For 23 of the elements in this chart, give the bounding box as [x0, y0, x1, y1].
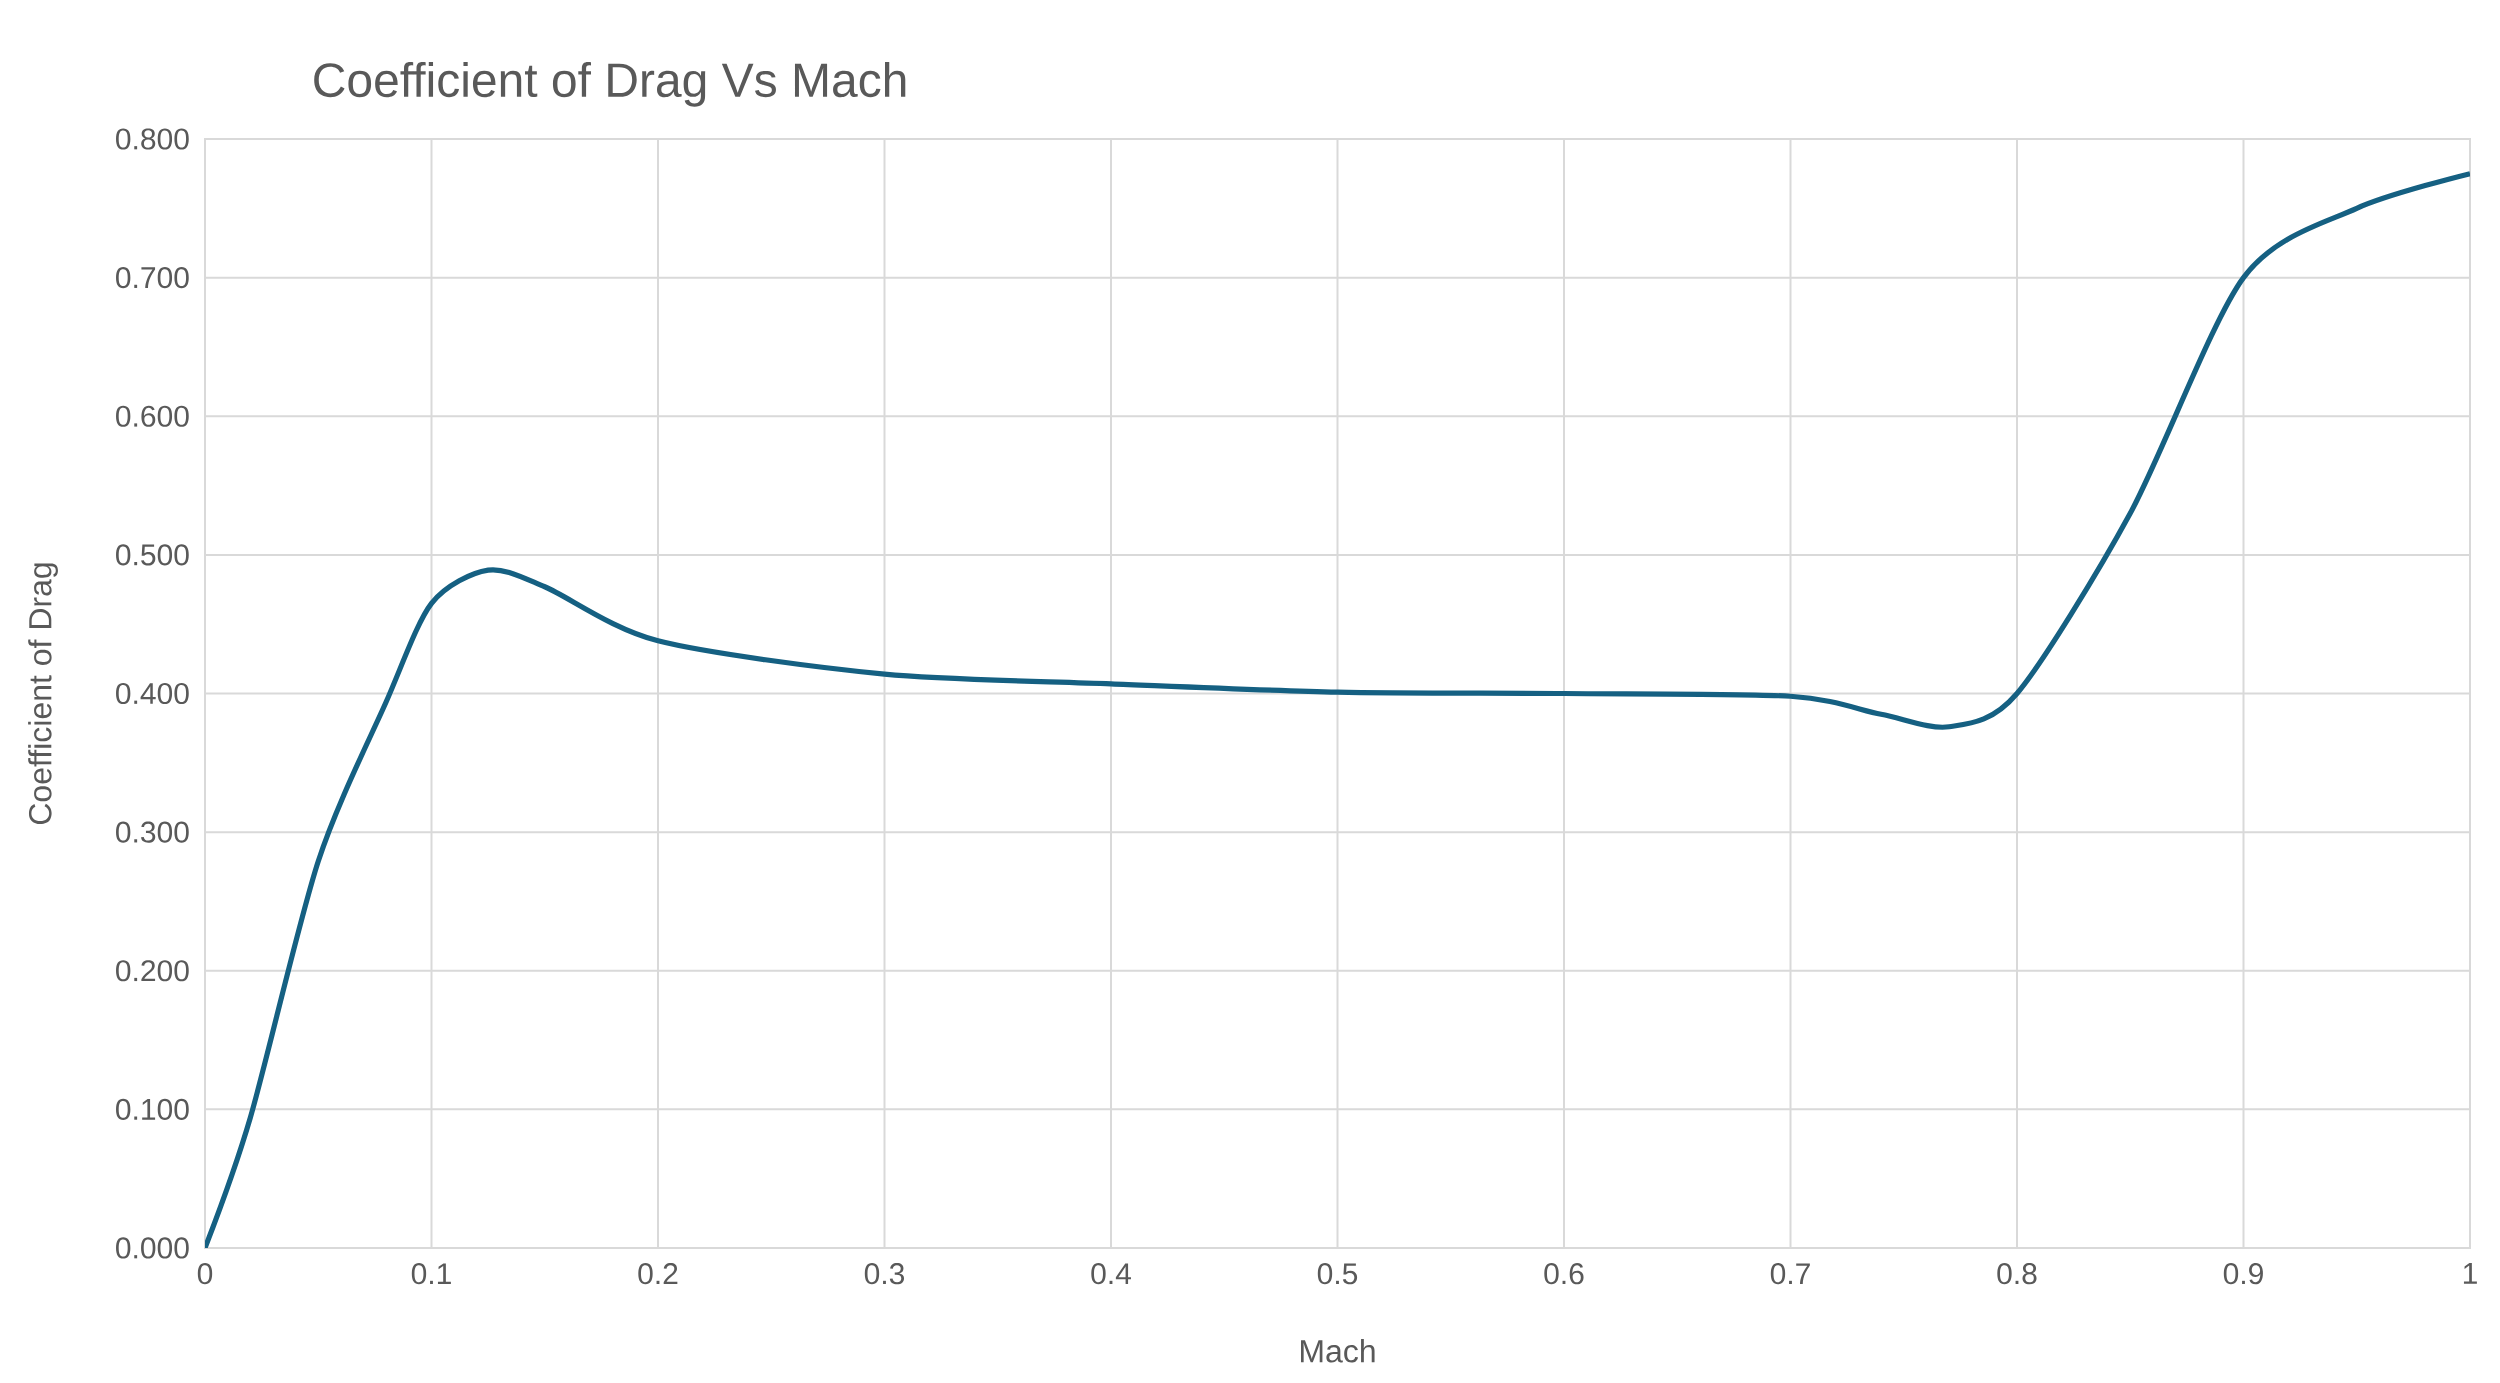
x-tick-label: 0.2 — [638, 1263, 678, 1285]
x-axis-title: Mach — [1301, 1339, 1375, 1363]
y-tick-label: 0.700 — [116, 267, 189, 289]
y-tick-label: 0.400 — [116, 682, 189, 705]
chart-title: Coefficient of Drag Vs Mach — [314, 61, 906, 107]
x-tick-label: 0.4 — [1091, 1263, 1131, 1285]
y-tick-label: 0.100 — [116, 1098, 189, 1120]
y-tick-label: 0.200 — [116, 960, 189, 982]
y-tick-label: 0.500 — [116, 544, 189, 566]
x-tick-label: 0.7 — [1770, 1263, 1810, 1285]
y-tick-label: 0.600 — [116, 405, 189, 427]
y-tick-label: 0.800 — [116, 128, 189, 150]
x-tick-label: 0.9 — [2223, 1263, 2263, 1285]
x-tick-label: 0.6 — [1544, 1263, 1584, 1285]
y-tick-label: 0.000 — [116, 1237, 189, 1259]
y-tick-label: 0.300 — [116, 821, 189, 843]
x-tick-label: 0.8 — [1997, 1263, 2037, 1285]
x-tick-label: 0.5 — [1317, 1263, 1358, 1285]
x-tick-label: 0.1 — [411, 1263, 451, 1285]
x-tick-label: 0.3 — [864, 1263, 905, 1285]
x-tick-label: 1 — [2463, 1263, 2477, 1284]
y-axis-title: Coefficient of Drag — [28, 563, 58, 825]
x-tick-label: 0 — [197, 1263, 213, 1285]
